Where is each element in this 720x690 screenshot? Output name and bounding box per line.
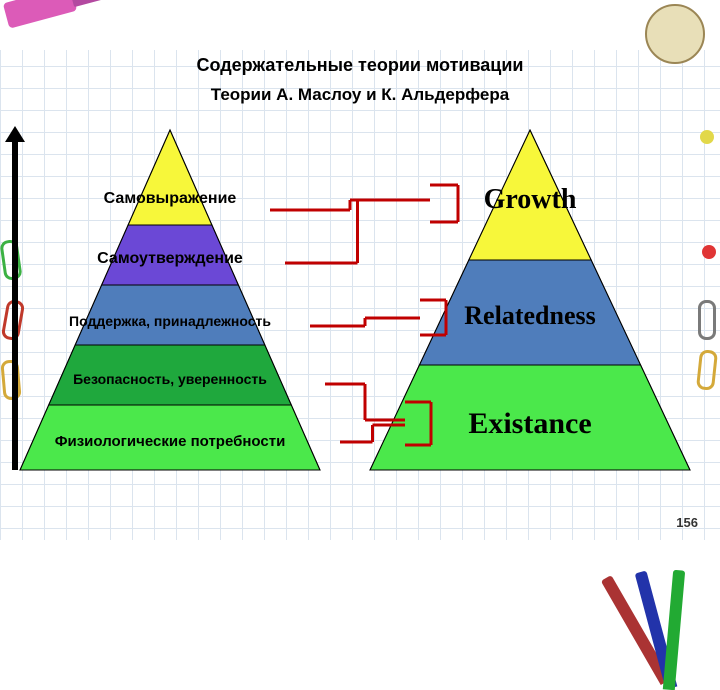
- diagram-stage: [0, 0, 720, 540]
- pyramid-level-label: Самоутверждение: [10, 250, 330, 268]
- pyramid-level-label: Growth: [370, 184, 690, 216]
- header-bar: [0, 0, 720, 50]
- emblem-icon: [645, 4, 705, 64]
- slide-title: Содержательные теории мотивации: [0, 55, 720, 76]
- maslow-pyramid: [20, 130, 320, 470]
- pyramid-level-label: Поддержка, принадлежность: [10, 313, 330, 329]
- page-number: 156: [676, 515, 698, 530]
- pyramid-level-label: Existance: [370, 407, 690, 441]
- slide-subtitle: Теории А. Маслоу и К. Альдерфера: [0, 85, 720, 105]
- pyramid-level-label: Физиологические потребности: [10, 433, 330, 450]
- pyramid-level-label: Безопасность, уверенность: [10, 371, 330, 387]
- pyramid-level-label: Relatedness: [370, 301, 690, 331]
- pyramid-level-label: Самовыражение: [10, 190, 330, 208]
